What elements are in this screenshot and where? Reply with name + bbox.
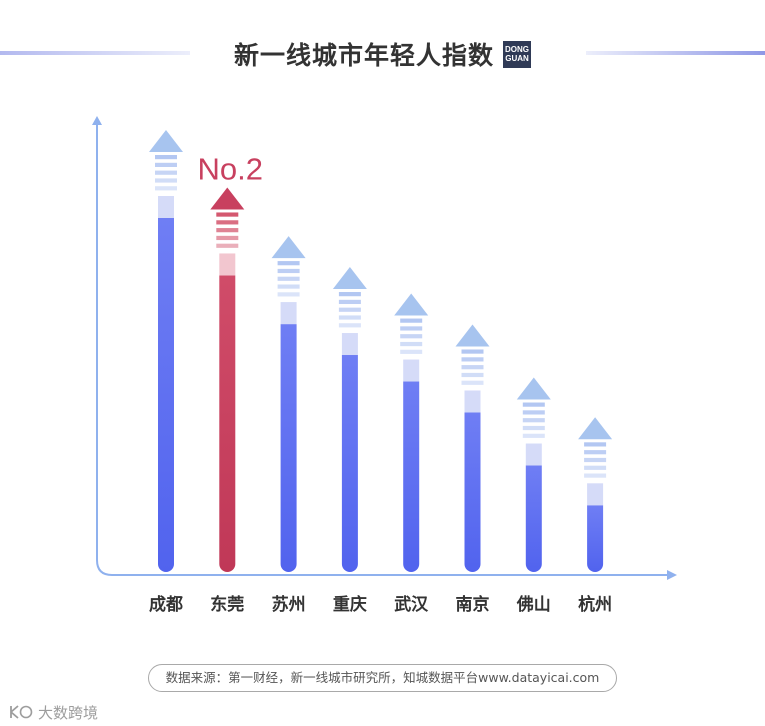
- bar-stripe: [216, 220, 239, 225]
- bar-stripe: [400, 326, 423, 331]
- bar-stripe: [400, 334, 423, 339]
- bar-5: [455, 324, 490, 572]
- bar-stripe: [216, 243, 239, 248]
- bar-stripe: [522, 402, 545, 407]
- bar-body: [158, 218, 174, 572]
- axis-line: [96, 124, 668, 576]
- bar-stripe: [277, 284, 300, 289]
- category-label: 杭州: [578, 594, 612, 615]
- bar-stripe: [216, 212, 239, 217]
- bar-body: [280, 324, 297, 572]
- bar-stripe: [277, 292, 300, 297]
- x-axis-arrow-icon: [667, 570, 677, 580]
- bar-arrowhead: [210, 187, 245, 210]
- source-note: 数据来源：第一财经，新一线城市研究所，知城数据平台www.datayicai.c…: [148, 664, 617, 692]
- category-label: 重庆: [333, 594, 367, 615]
- bar-fade-segment: [587, 483, 604, 506]
- badge-line-1: DONG: [505, 45, 529, 54]
- bar-fade-segment: [525, 443, 542, 466]
- bar-fade-segment: [403, 359, 420, 382]
- bar-fade-segment: [219, 253, 236, 276]
- bar-stripe: [277, 261, 300, 266]
- bar-stripe: [338, 292, 361, 297]
- bar-stripe: [522, 410, 545, 415]
- bar-arrowhead: [332, 267, 367, 290]
- bar-stripe: [338, 315, 361, 320]
- bar-stripe: [400, 349, 423, 354]
- bar-6: [516, 377, 551, 572]
- bar-0: [149, 130, 183, 572]
- axes: [92, 116, 677, 580]
- bar-body: [525, 465, 542, 572]
- y-axis-arrow-icon: [92, 116, 102, 125]
- bar-arrowhead: [578, 417, 613, 440]
- category-label: 苏州: [272, 594, 306, 615]
- bar-2: [271, 236, 306, 572]
- category-label: 佛山: [516, 594, 551, 615]
- bar-stripe: [461, 365, 484, 370]
- bar-stripe: [277, 268, 300, 274]
- bar-stripe: [584, 473, 607, 478]
- bar-7: [578, 417, 613, 572]
- category-label: 南京: [456, 594, 490, 615]
- bar-stripe: [400, 318, 423, 323]
- bar-stripe: [155, 186, 177, 191]
- highlight-label: No.2: [198, 151, 263, 186]
- bar-stripe: [522, 433, 545, 438]
- bar-stripe: [216, 228, 239, 233]
- chart-title: 新一线城市年轻人指数: [233, 41, 494, 70]
- bar-fade-segment: [158, 196, 174, 218]
- bar-stripe: [584, 442, 607, 447]
- bar-stripe: [338, 299, 361, 305]
- category-label: 东莞: [210, 594, 244, 615]
- bar-stripe: [155, 170, 177, 175]
- watermark: 大数跨境: [8, 702, 98, 722]
- badge-line-2: GUAN: [505, 54, 529, 63]
- bar-stripe: [584, 450, 607, 455]
- bar-stripe: [155, 155, 177, 160]
- bar-4: [394, 293, 429, 572]
- bar-stripe: [338, 323, 361, 328]
- category-label: 武汉: [394, 594, 429, 615]
- bar-fade-segment: [280, 302, 297, 325]
- bar-stripe: [338, 307, 361, 312]
- bar-stripe: [155, 178, 177, 183]
- city-badge: DONG GUAN: [503, 40, 531, 68]
- header: 新一线城市年轻人指数 DONG GUAN: [0, 38, 765, 70]
- bar-body: [587, 505, 604, 572]
- bar-arrowhead: [149, 130, 183, 152]
- bar-body: [219, 275, 236, 572]
- bar-1: [210, 187, 245, 572]
- bar-stripe: [461, 372, 484, 378]
- bar-stripe: [584, 465, 607, 470]
- bar-body: [464, 412, 481, 572]
- bar-stripe: [461, 349, 484, 354]
- bar-stripe: [400, 341, 423, 347]
- title-decor-line-right: [586, 51, 765, 55]
- bar-stripe: [277, 276, 300, 281]
- watermark-logo-icon: [10, 705, 33, 719]
- category-labels: 成都 东莞 No.2 苏州 重庆 武汉 南京 佛山 杭州: [149, 151, 612, 615]
- bar-arrowhead: [271, 236, 306, 259]
- bar-arrowhead: [516, 377, 551, 400]
- bar-body: [403, 381, 420, 572]
- bar-3: [332, 267, 367, 572]
- category-label: 成都: [149, 594, 183, 615]
- bar-stripe: [461, 357, 484, 362]
- title-decor-line-left: [0, 51, 190, 55]
- watermark-text: 大数跨境: [38, 703, 99, 722]
- bar-stripe: [461, 380, 484, 385]
- bar-stripe: [155, 162, 177, 167]
- bar-arrowhead: [394, 293, 429, 316]
- bars: [149, 130, 613, 572]
- bar-fade-segment: [464, 390, 481, 413]
- bar-stripe: [216, 235, 239, 241]
- bar-stripe: [522, 425, 545, 431]
- bar-stripe: [522, 418, 545, 423]
- bar-arrowhead: [455, 324, 490, 347]
- bar-fade-segment: [341, 333, 358, 356]
- bar-stripe: [584, 457, 607, 463]
- bar-body: [341, 355, 358, 572]
